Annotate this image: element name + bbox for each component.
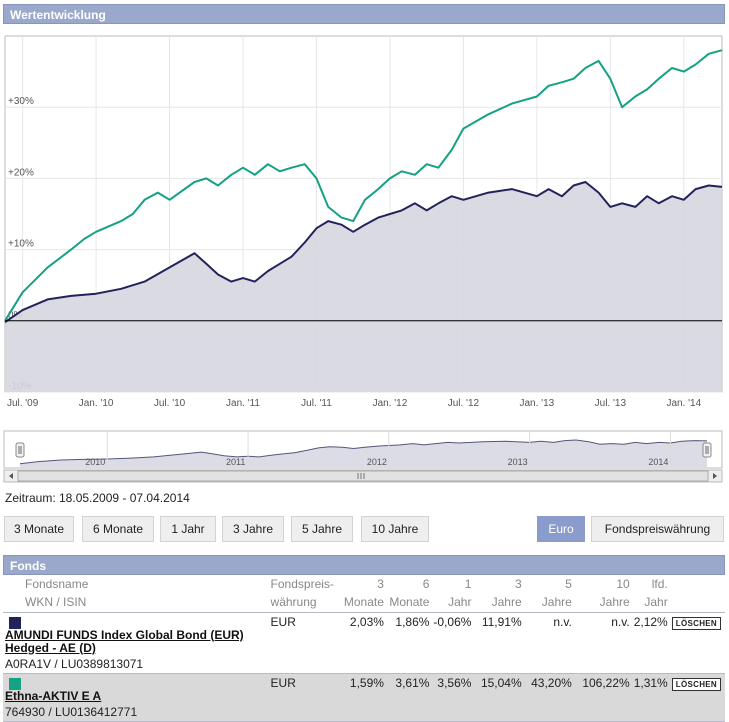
col-6m: 6 Monate — [389, 577, 430, 609]
navigator-year-label: 2013 — [508, 457, 528, 467]
perf-lfd: 2,12% — [633, 614, 668, 629]
x-tick-label: Jan. '14 — [666, 398, 701, 409]
col-lfd: lfd. Jahr — [644, 577, 668, 609]
scrollbar-thumb[interactable] — [17, 470, 709, 482]
section-title: Fonds — [10, 559, 46, 573]
range-1-year-button[interactable]: 1 Jahr — [160, 516, 216, 542]
currency-fund-button[interactable]: Fondspreiswährung — [591, 516, 724, 542]
perf-lfd: 1,31% — [633, 675, 668, 690]
col-3y: 3 Jahre — [491, 577, 522, 609]
fund-name-link[interactable]: AMUNDI FUNDS Index Global Bond (EUR) Hed… — [5, 627, 244, 655]
series-color-swatch — [9, 677, 21, 690]
range-3-months-button[interactable]: 3 Monate — [4, 516, 74, 542]
table-row: Ethna-AKTIV E A 764930 / LU0136412771 EUR… — [3, 673, 725, 721]
range-5-years-button[interactable]: 5 Jahre — [291, 516, 353, 542]
x-tick-label: Jul. '10 — [154, 398, 186, 409]
perf-1y: -0,06% — [433, 614, 472, 629]
perf-6m: 3,61% — [395, 675, 430, 690]
col-1y: 1 Jahr — [448, 577, 472, 609]
navigator-year-label: 2010 — [85, 457, 105, 467]
navigator-year-label: 2012 — [367, 457, 387, 467]
perf-3y: 15,04% — [480, 675, 522, 690]
fund-table: Fondsname WKN / ISIN Fondspreis-währung 3… — [3, 575, 725, 722]
scroll-right-icon[interactable] — [713, 473, 717, 479]
delete-button[interactable]: LÖSCHEN — [671, 677, 721, 691]
col-10y: 10 Jahre — [599, 577, 630, 609]
series-line-2 — [4, 49, 723, 322]
table-row: AMUNDI FUNDS Index Global Bond (EUR) Hed… — [3, 612, 725, 673]
fund-currency: EUR — [270, 614, 296, 629]
y-tick-label: +20% — [8, 167, 34, 178]
x-tick-label: Jan. '10 — [79, 398, 114, 409]
x-tick-label: Jul. '11 — [301, 398, 332, 409]
series-line-1 — [4, 181, 723, 324]
perf-10y: n.v. — [611, 614, 630, 629]
perf-1y: 3,56% — [437, 675, 472, 690]
col-3m: 3 Monate — [343, 577, 384, 609]
col-5y: 5 Jahre — [541, 577, 572, 609]
x-tick-label: Jul. '09 — [7, 398, 39, 409]
x-tick-label: Jan. '13 — [520, 398, 555, 409]
fund-wkn-isin: 764930 / LU0136412771 — [5, 704, 138, 719]
series-area-1 — [5, 182, 722, 392]
perf-5y: 43,20% — [531, 675, 572, 690]
section-title: Wertentwicklung — [10, 8, 106, 22]
y-tick-label: +30% — [8, 96, 34, 107]
col-currency: Fondspreis-währung — [270, 577, 334, 609]
section-header-fonds: Fonds — [3, 555, 725, 575]
series-color-swatch — [9, 616, 21, 629]
currency-euro-button[interactable]: Euro — [537, 516, 585, 542]
range-6-months-button[interactable]: 6 Monate — [82, 516, 154, 542]
x-tick-label: Jul. '13 — [595, 398, 627, 409]
range-10-years-button[interactable]: 10 Jahre — [361, 516, 429, 542]
table-header-row: Fondsname WKN / ISIN Fondspreis-währung 3… — [3, 575, 725, 612]
fund-name-cell: Ethna-AKTIV E A 764930 / LU0136412771 — [3, 673, 269, 721]
perf-3m: 2,03% — [349, 614, 384, 629]
navigator-year-label: 2014 — [648, 457, 668, 467]
range-3-years-button[interactable]: 3 Jahre — [222, 516, 284, 542]
fund-name-cell: AMUNDI FUNDS Index Global Bond (EUR) Hed… — [3, 612, 269, 673]
col-fondsname: Fondsname WKN / ISIN — [25, 577, 89, 609]
x-tick-label: Jul. '12 — [448, 398, 480, 409]
y-tick-label: +10% — [8, 239, 34, 250]
x-tick-label: Jan. '11 — [226, 398, 260, 409]
fund-currency: EUR — [270, 675, 296, 690]
fund-name-link[interactable]: Ethna-AKTIV E A — [5, 688, 102, 703]
x-tick-label: Jan. '12 — [373, 398, 408, 409]
period-label: Zeitraum: 18.05.2009 - 07.04.2014 — [5, 491, 190, 505]
perf-3y: 11,91% — [481, 614, 522, 629]
range-navigator[interactable]: 2010 2011 2012 2013 2014 — [0, 426, 729, 488]
delete-button[interactable]: LÖSCHEN — [671, 616, 721, 630]
perf-6m: 1,86% — [395, 614, 430, 629]
perf-5y: n.v. — [553, 614, 572, 629]
perf-10y: 106,22% — [582, 675, 630, 690]
col-actions — [670, 575, 725, 612]
navigator-handle-left[interactable] — [15, 442, 25, 458]
scroll-left-icon[interactable] — [9, 473, 13, 479]
performance-chart[interactable]: Jul. '09 Jan. '10 Jul. '10 Jan. '11 Jul. '11… — [0, 26, 729, 426]
section-header-wertentwicklung: Wertentwicklung — [3, 4, 725, 24]
navigator-area — [20, 440, 707, 468]
perf-3m: 1,59% — [349, 675, 384, 690]
navigator-handle-right[interactable] — [702, 442, 712, 458]
navigator-year-label: 2011 — [226, 457, 245, 467]
fund-wkn-isin: A0RA1V / LU0389813071 — [5, 656, 144, 671]
